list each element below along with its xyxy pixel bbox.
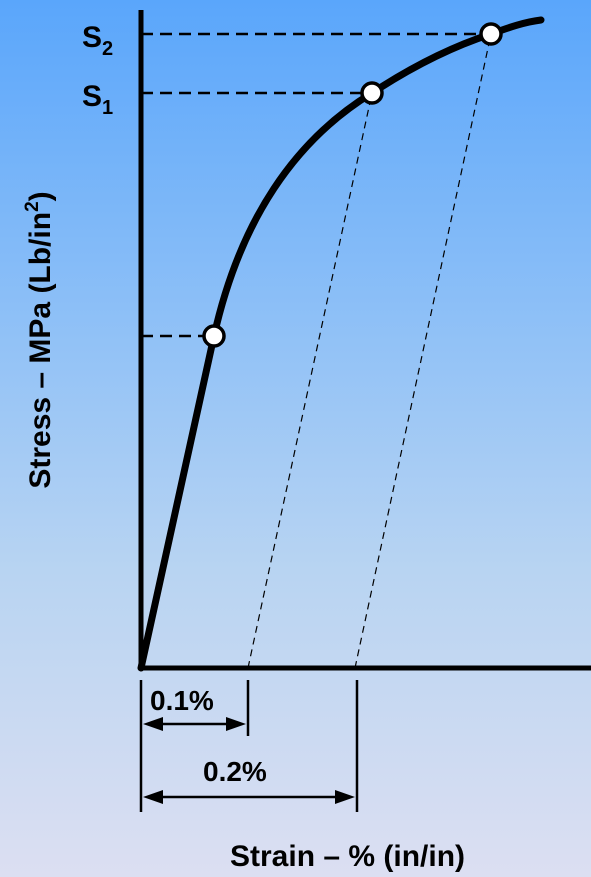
s2-marker bbox=[479, 22, 503, 46]
s1-label: S1 bbox=[82, 80, 113, 119]
dimension-0.1-arrowhead-left bbox=[143, 717, 163, 731]
offset-line-0.2 bbox=[354, 33, 492, 669]
offset-line-0.1 bbox=[247, 92, 373, 669]
dimension-0.2-arrowhead-right bbox=[335, 790, 355, 804]
s1-marker bbox=[360, 81, 384, 105]
offset-0.1-label: 0.1% bbox=[150, 685, 214, 716]
dimension-0.2-arrowhead-left bbox=[143, 790, 163, 804]
stress-strain-curve bbox=[137, 16, 545, 672]
s2-label: S2 bbox=[82, 21, 113, 60]
x-axis-label: Strain – % (in/in) bbox=[230, 840, 465, 873]
y-axis-label: Stress – MPa (Lb/in2) bbox=[22, 191, 57, 488]
offset-0.2-label: 0.2% bbox=[203, 756, 267, 787]
proportional-limit-marker bbox=[202, 324, 226, 348]
dimension-0.1-arrowhead-right bbox=[226, 717, 246, 731]
